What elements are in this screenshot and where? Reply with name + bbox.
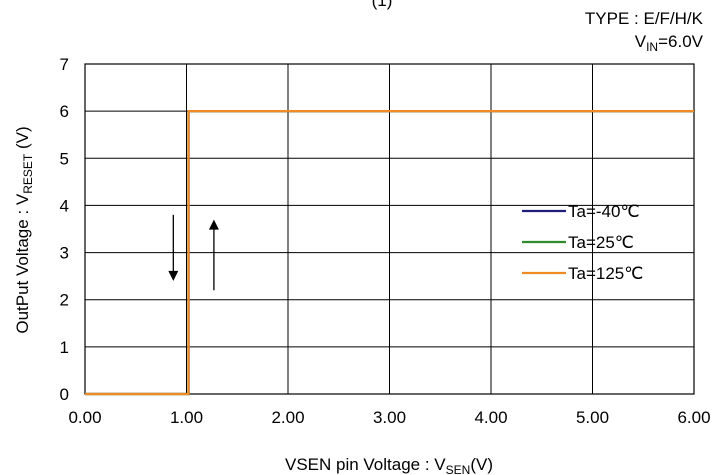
x-tick-label: 5.00 xyxy=(576,408,609,427)
x-axis-label-tail: (V) xyxy=(470,455,493,474)
type-annotation: TYPE : E/F/H/K xyxy=(585,9,704,28)
x-axis-ticks: 0.00 1.00 2.00 3.00 4.00 5.00 6.00 xyxy=(68,408,710,427)
x-axis-label-main: VSEN pin Voltage : V xyxy=(285,455,446,474)
x-tick-label: 4.00 xyxy=(474,408,507,427)
x-tick-label: 0.00 xyxy=(68,408,101,427)
vin-annotation-tail: =6.0V xyxy=(658,32,704,51)
arrow-up xyxy=(208,219,219,291)
y-axis-label-sub: RESET xyxy=(21,153,35,194)
x-tick-label: 3.00 xyxy=(373,408,406,427)
plot-area xyxy=(84,63,695,395)
y-tick-label: 6 xyxy=(60,102,69,121)
arrow-down xyxy=(168,214,179,281)
legend-label: Ta=125℃ xyxy=(568,264,643,283)
vin-annotation-main: V xyxy=(635,32,647,51)
legend-entry-3: Ta=125℃ xyxy=(522,264,643,283)
x-axis-label: VSEN pin Voltage : VSEN(V) xyxy=(285,455,493,475)
vin-annotation: VIN=6.0V xyxy=(635,32,704,54)
y-axis-label-main: OutPut Voltage : V xyxy=(13,193,32,334)
legend-entry-2: Ta=25℃ xyxy=(522,233,634,252)
y-axis-label-tail: (V) xyxy=(13,126,32,153)
y-tick-label: 0 xyxy=(60,385,69,404)
x-tick-label: 1.00 xyxy=(170,408,203,427)
legend: Ta=-40℃ Ta=25℃ Ta=125℃ xyxy=(522,202,643,283)
x-tick-label: 6.00 xyxy=(677,408,710,427)
y-axis-ticks: 0 1 2 3 4 5 6 7 xyxy=(60,55,69,404)
y-tick-label: 7 xyxy=(60,55,69,74)
y-tick-label: 2 xyxy=(60,291,69,310)
gridlines xyxy=(85,64,694,394)
vin-annotation-sub: IN xyxy=(646,40,658,54)
x-tick-label: 2.00 xyxy=(271,408,304,427)
legend-label: Ta=25℃ xyxy=(568,233,634,252)
hysteresis-arrows xyxy=(168,214,219,291)
x-axis-label-sub: SEN xyxy=(446,463,471,475)
y-tick-label: 4 xyxy=(60,196,69,215)
legend-entry-1: Ta=-40℃ xyxy=(522,202,640,221)
legend-label: Ta=-40℃ xyxy=(568,202,640,221)
y-tick-label: 3 xyxy=(60,244,69,263)
series-line-3 xyxy=(85,110,694,396)
y-tick-label: 5 xyxy=(60,149,69,168)
chart-title: (1) xyxy=(372,0,393,10)
y-axis-label: OutPut Voltage : VRESET (V) xyxy=(13,126,35,333)
y-tick-label: 1 xyxy=(60,338,69,357)
series-lines xyxy=(85,110,694,396)
